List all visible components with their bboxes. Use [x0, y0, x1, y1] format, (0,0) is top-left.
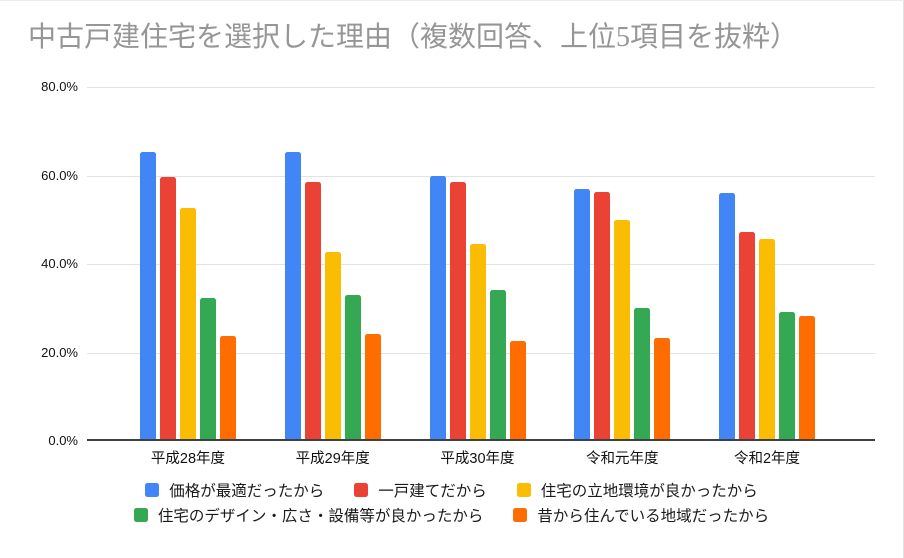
bar[interactable] — [324, 252, 341, 439]
bar[interactable] — [429, 176, 446, 439]
bar-group — [140, 87, 236, 439]
legend-label: 価格が最適だったから — [169, 483, 325, 500]
x-axis-category-label: 平成28年度 — [150, 451, 226, 467]
legend-label: 住宅の立地環境が良かったから — [540, 483, 758, 500]
legend-swatch — [354, 483, 369, 497]
legend-label: 住宅のデザイン・広さ・設備等が良かったから — [157, 508, 484, 525]
x-axis-category-label: 令和2年度 — [733, 451, 801, 467]
bar[interactable] — [449, 182, 466, 439]
legend-swatch — [516, 483, 531, 497]
legend-label: 一戸建てだから — [378, 483, 487, 500]
bar-group — [574, 87, 671, 439]
legend-row: 価格が最適だったから 一戸建てだから 住宅の立地環境が良かったから — [145, 479, 758, 501]
x-axis-line — [87, 439, 875, 441]
bar[interactable] — [739, 232, 755, 439]
y-axis-tick-label: 20.0% — [41, 344, 78, 360]
legend-item[interactable]: 住宅の立地環境が良かったから — [516, 479, 758, 501]
bar[interactable] — [614, 219, 631, 439]
x-axis-labels: 平成28年度 平成29年度 平成30年度 令和元年度 令和2年度 — [87, 447, 875, 469]
gridline — [87, 175, 875, 177]
bar[interactable] — [364, 333, 381, 439]
bar[interactable] — [344, 295, 361, 439]
bar[interactable] — [719, 193, 735, 439]
bar[interactable] — [160, 177, 176, 439]
bar[interactable] — [180, 208, 196, 439]
plot-area — [87, 87, 875, 441]
x-axis-category-label: 平成30年度 — [440, 451, 515, 467]
y-axis-tick-label: 0.0% — [48, 433, 78, 448]
bar[interactable] — [634, 307, 651, 439]
bar[interactable] — [469, 244, 486, 439]
legend-item[interactable]: 価格が最適だったから — [145, 479, 324, 501]
bar[interactable] — [220, 336, 236, 439]
bar[interactable] — [654, 338, 671, 439]
bar[interactable] — [779, 311, 795, 439]
bar[interactable] — [284, 151, 301, 439]
legend-swatch — [145, 483, 160, 497]
bar[interactable] — [759, 239, 775, 439]
bar-group — [719, 87, 815, 439]
bar-group — [284, 87, 381, 439]
bar[interactable] — [799, 316, 815, 439]
bar[interactable] — [200, 297, 216, 439]
legend-item[interactable]: 住宅のデザイン・広さ・設備等が良かったから — [133, 504, 484, 526]
bar[interactable] — [509, 341, 526, 439]
legend-item[interactable]: 昔から住んでいる地域だったから — [513, 504, 769, 526]
legend-swatch — [133, 508, 148, 522]
bar[interactable] — [574, 188, 591, 439]
legend-row: 住宅のデザイン・広さ・設備等が良かったから 昔から住んでいる地域だったから — [133, 504, 769, 526]
y-axis-tick-label: 80.0% — [41, 79, 78, 94]
bar[interactable] — [594, 191, 611, 439]
chart-title: 中古戸建住宅を選択した理由（複数回答、上位5項目を抜粋） — [28, 22, 799, 53]
gridline — [87, 87, 875, 88]
x-axis-category-label: 令和元年度 — [586, 451, 659, 467]
bar[interactable] — [489, 289, 506, 439]
legend: 価格が最適だったから 一戸建てだから 住宅の立地環境が良かったから住宅のデザイン・広… — [0, 479, 903, 526]
bar[interactable] — [304, 182, 321, 439]
y-axis-tick-label: 60.0% — [41, 167, 78, 183]
y-axis-tick-label: 40.0% — [41, 256, 78, 271]
legend-swatch — [513, 508, 528, 522]
bar[interactable] — [140, 151, 156, 439]
x-axis-category-label: 平成29年度 — [295, 451, 370, 467]
legend-item[interactable]: 一戸建てだから — [354, 479, 487, 501]
legend-label: 昔から住んでいる地域だったから — [537, 508, 770, 525]
bar-group — [429, 87, 526, 439]
